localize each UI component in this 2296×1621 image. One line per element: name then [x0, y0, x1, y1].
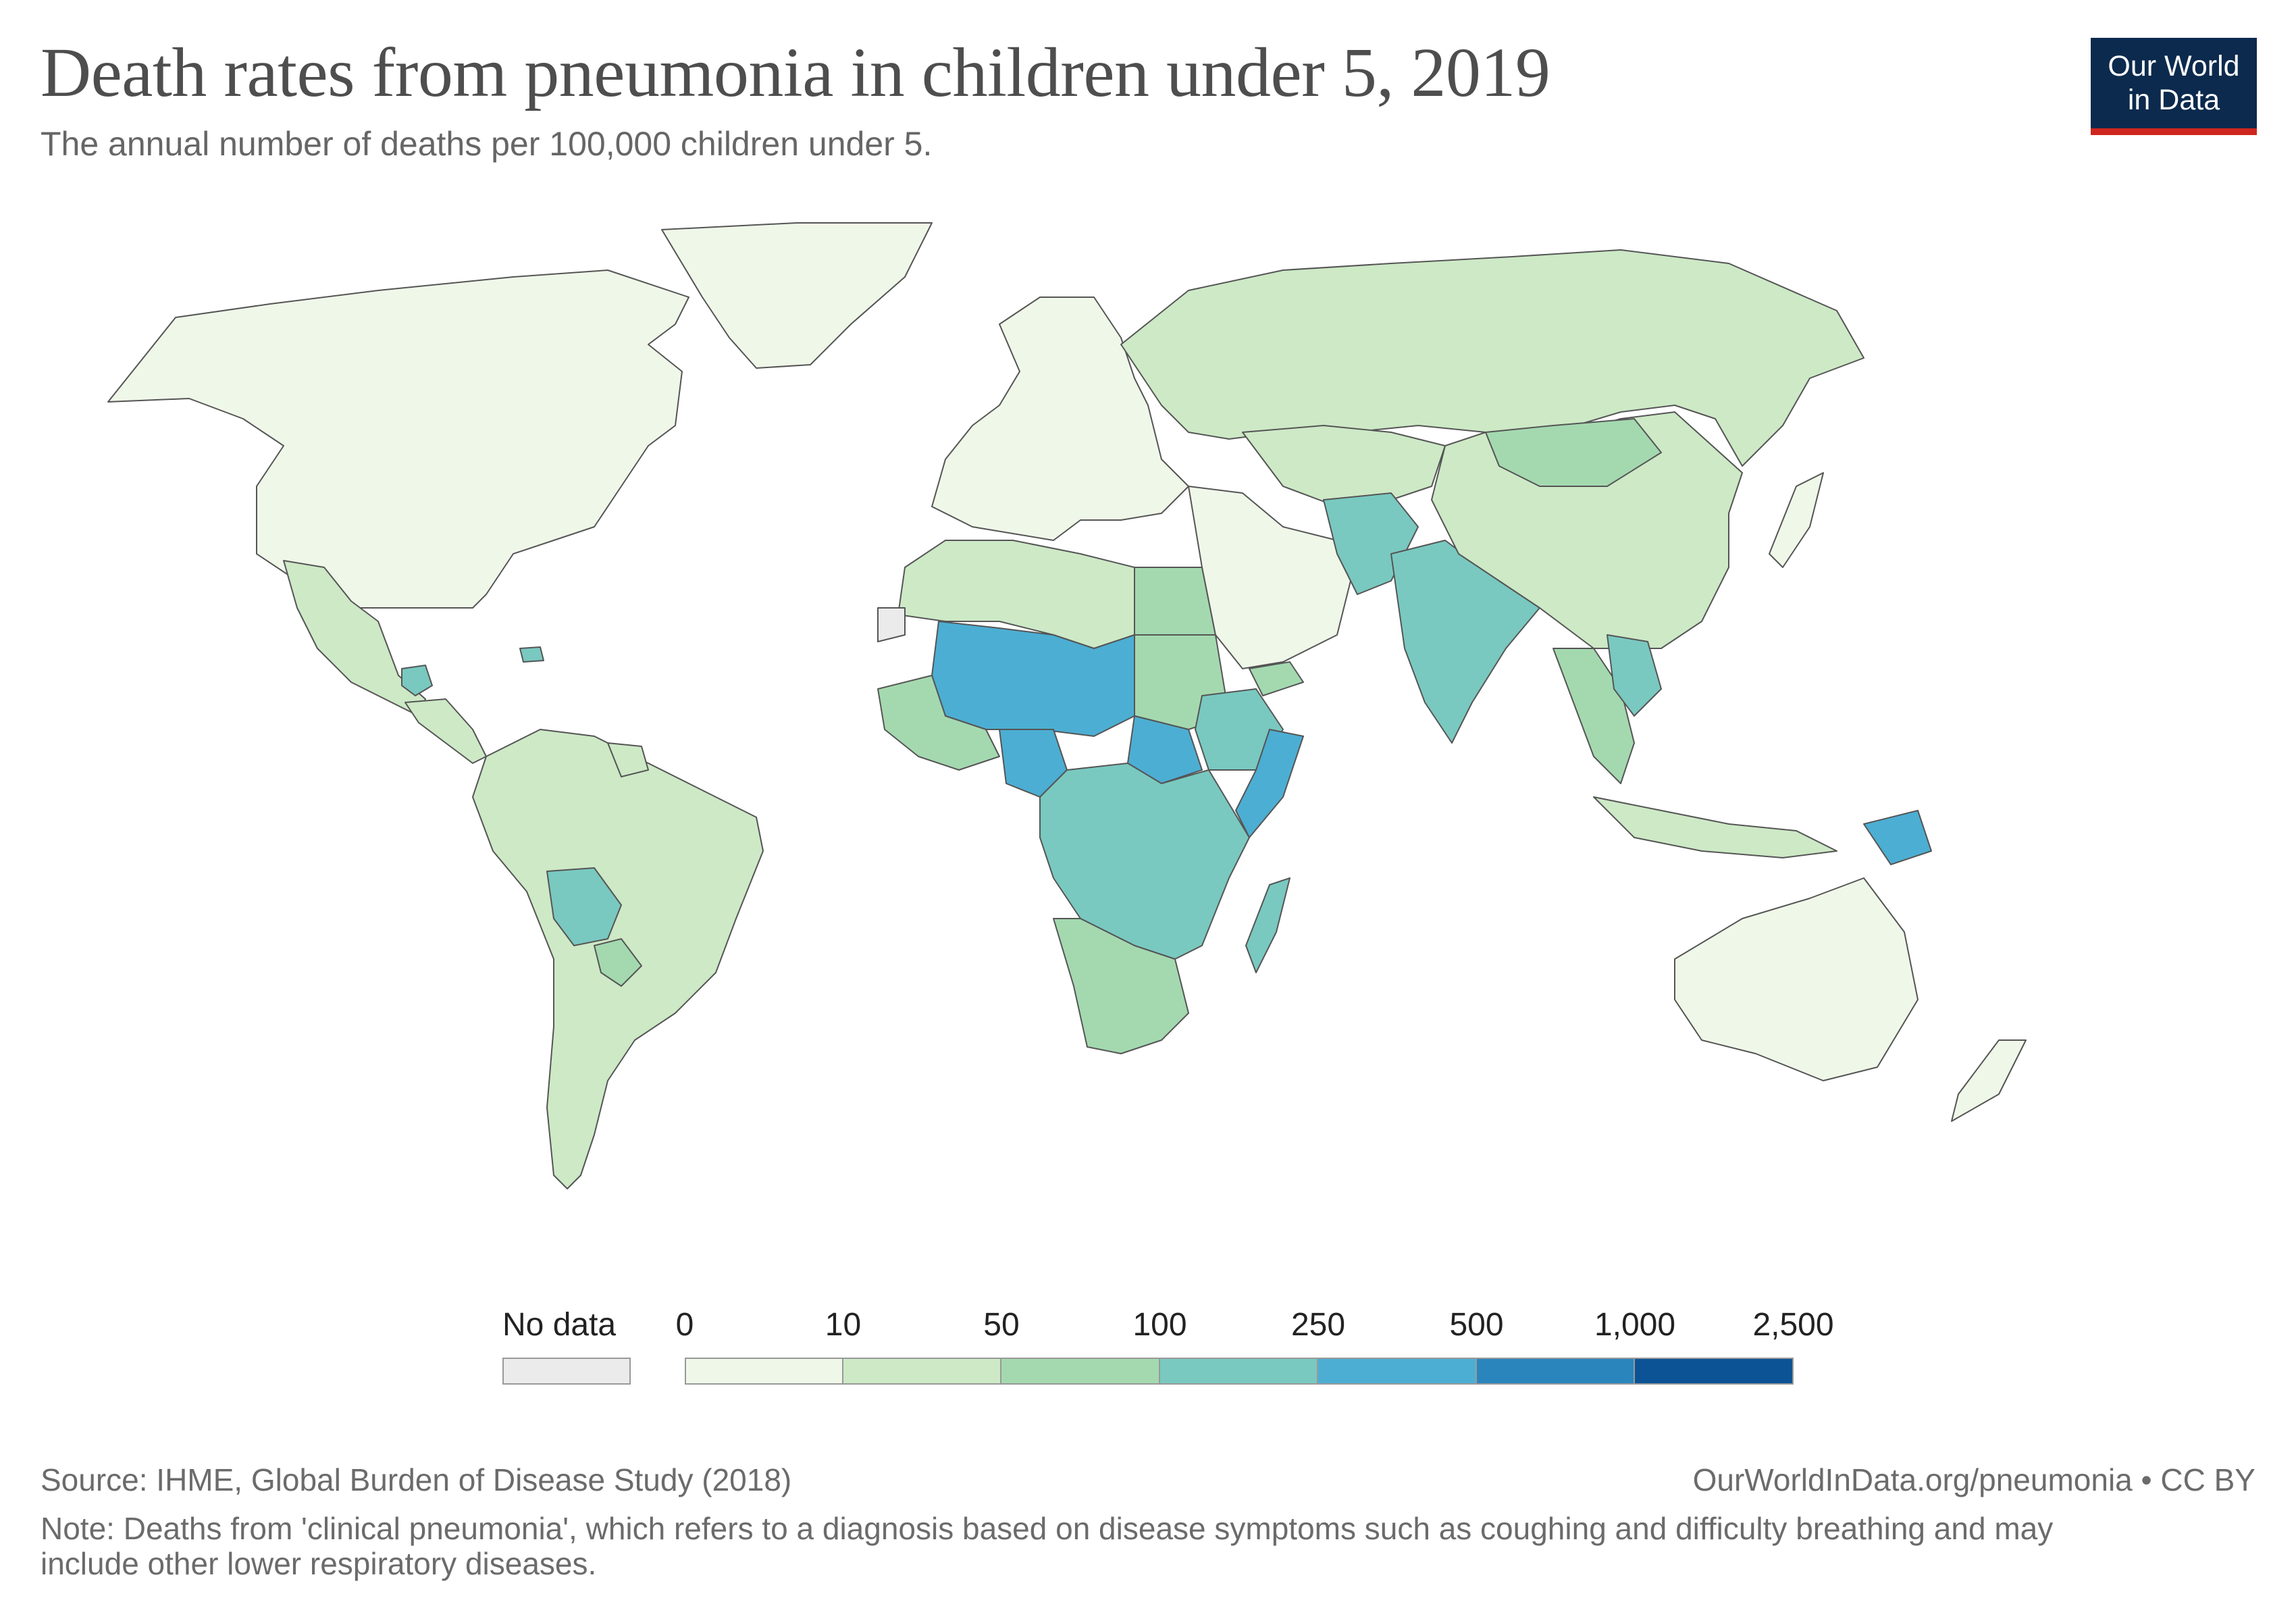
legend-tick-label: 50 — [983, 1307, 1020, 1343]
owid-url-link[interactable]: OurWorldInData.org/pneumonia • CC BY — [1692, 1462, 2255, 1497]
region-west-africa[interactable] — [877, 675, 1000, 771]
region-australia[interactable] — [1674, 877, 1919, 1081]
legend-bin[interactable] — [1318, 1358, 1477, 1385]
region-new-zealand[interactable] — [1951, 1039, 2027, 1122]
region-bolivia[interactable] — [546, 867, 622, 946]
legend-tick-label: 1,000 — [1594, 1307, 1676, 1343]
source-note: Source: IHME, Global Burden of Disease S… — [41, 1462, 792, 1497]
region-mongolia[interactable] — [1485, 418, 1662, 487]
chart-title: Death rates from pneumonia in children u… — [41, 34, 1550, 111]
region-japan[interactable] — [1769, 472, 1824, 568]
legend-tick-label: 500 — [1449, 1307, 1504, 1343]
region-guyana[interactable] — [607, 742, 649, 777]
region-guatemala[interactable] — [401, 665, 433, 696]
legend-tick-label: 0 — [675, 1307, 694, 1343]
region-paraguay[interactable] — [594, 938, 642, 987]
region-middle-east[interactable] — [1188, 486, 1351, 669]
region-indonesia[interactable] — [1593, 796, 1837, 858]
region-madagascar[interactable] — [1245, 877, 1290, 973]
footnote-line-2: include other lower respiratory diseases… — [41, 1546, 597, 1581]
legend-tick-label: 2,500 — [1752, 1307, 1834, 1343]
region-north-america[interactable] — [107, 269, 689, 609]
region-central-africa[interactable] — [1039, 763, 1250, 960]
region-laos-cambodia[interactable] — [1607, 634, 1662, 717]
legend-bin[interactable] — [1001, 1358, 1160, 1385]
logo-line-2: in Data — [2127, 84, 2220, 116]
legend-bin[interactable] — [843, 1358, 1001, 1385]
legend-tick-label: 100 — [1132, 1307, 1187, 1343]
region-central-america[interactable] — [405, 698, 487, 764]
region-haiti[interactable] — [519, 646, 544, 663]
region-yemen[interactable] — [1249, 661, 1304, 696]
region-greenland[interactable] — [661, 222, 933, 369]
world-map — [107, 222, 2027, 1189]
logo-line-1: Our World — [2108, 50, 2240, 82]
chart-subtitle: The annual number of deaths per 100,000 … — [41, 125, 933, 163]
region-europe[interactable] — [931, 297, 1189, 541]
legend-bin[interactable] — [1476, 1358, 1635, 1385]
footnote-line-1: Note: Deaths from 'clinical pneumonia', … — [41, 1511, 2054, 1546]
legend-bin[interactable] — [685, 1358, 843, 1385]
region-central-asia[interactable] — [1242, 425, 1446, 507]
owid-logo[interactable]: Our World in Data — [2091, 38, 2257, 135]
legend-tick-label: 10 — [825, 1307, 862, 1343]
legend-bin[interactable] — [1635, 1358, 1794, 1385]
legend-no-data-label: No data — [502, 1307, 617, 1343]
region-western-sahara[interactable] — [877, 607, 906, 642]
region-papua-new-guinea[interactable] — [1863, 810, 1932, 865]
legend-bin[interactable] — [1159, 1358, 1318, 1385]
region-south-sudan[interactable] — [1127, 715, 1203, 784]
legend-no-data-swatch[interactable] — [502, 1358, 631, 1385]
region-southern-africa[interactable] — [1053, 918, 1189, 1054]
legend-tick-label: 250 — [1290, 1307, 1346, 1343]
